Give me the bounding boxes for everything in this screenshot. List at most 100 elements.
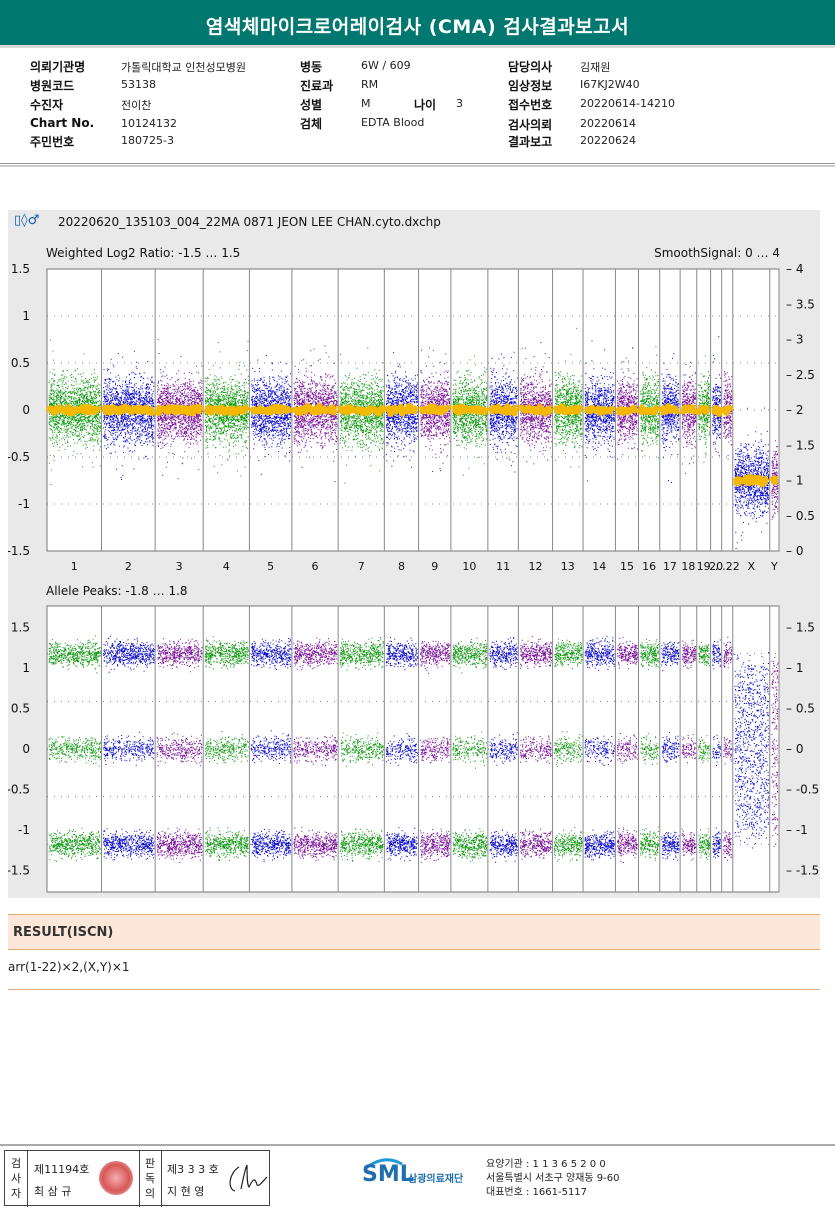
- top-plot-right-tick: – 0: [786, 544, 803, 558]
- chromosome-segment: [293, 637, 338, 862]
- smooth-signal: [154, 403, 204, 417]
- bottom-plot-left-tick: 0.5: [11, 701, 30, 715]
- signature-box: 검사자 제11194호 최 삼 규 판독의 제3 3 3 호 지 현 영: [4, 1150, 270, 1207]
- chromosome-label: 19: [697, 560, 711, 573]
- chromosome-segment: [48, 635, 101, 862]
- bottom-plot-right-tick: – 0.5: [786, 701, 815, 715]
- top-plot-right-tick: – 4: [786, 262, 803, 276]
- chromosome-segment: [204, 636, 249, 862]
- chromosome-label: 16: [642, 560, 656, 573]
- chromosome-segment: [519, 636, 552, 860]
- info-label: 접수번호: [508, 98, 553, 112]
- info-value: RM: [361, 78, 379, 91]
- top-plot-left-tick: 1: [22, 309, 30, 323]
- info-label: 병동: [300, 60, 323, 74]
- bottom-plot-label: Allele Peaks: -1.8 … 1.8: [46, 584, 188, 598]
- smooth-signal: [659, 403, 681, 416]
- bottom-plot-right-tick: – -0.5: [786, 783, 819, 797]
- info-value: 10124132: [121, 117, 177, 130]
- chromosome-segment: [519, 342, 553, 465]
- info-label: 수진자: [30, 98, 64, 112]
- chromosome-segment: [156, 638, 203, 863]
- bottom-plot-left-tick: 0: [22, 742, 30, 756]
- info-value: 20220624: [580, 134, 636, 147]
- bottom-plot-right-tick: – -1: [786, 823, 808, 837]
- info-label: 병원코드: [30, 79, 75, 93]
- chromosome-segment: [616, 637, 638, 863]
- info-label: 진료과: [300, 79, 334, 93]
- info-value: I67KJ2W40: [580, 78, 640, 91]
- file-name: 20220620_135103_004_22MA 0871 JEON LEE C…: [58, 215, 441, 229]
- info-label: Chart No.: [30, 116, 95, 130]
- result-iscn: arr(1-22)×2,(X,Y)×1: [8, 960, 130, 974]
- chromosome-label: 12: [528, 560, 542, 573]
- smooth-signal: [720, 404, 734, 416]
- chromosome-segment: [156, 339, 203, 480]
- chromosome-segment: [640, 346, 660, 459]
- smooth-signal: [732, 473, 770, 488]
- bottom-plot-right-tick: – 0: [786, 742, 803, 756]
- report-title: 염색체마이크로어레이검사 (CMA) 검사결과보고서: [205, 16, 630, 38]
- chromosome-segment: [771, 656, 779, 847]
- info-value: M: [361, 97, 371, 110]
- info-value: 김재원: [580, 61, 611, 74]
- chromosome-segment: [554, 327, 583, 468]
- patient-info: 의뢰기관명 가톨릭대학교 인천성모병원 병원코드 53138 수진자 전이찬 C…: [0, 52, 835, 164]
- chromosome-segment: [339, 637, 384, 862]
- chromosome-label: 14: [592, 560, 606, 573]
- top-plot-left-tick: 0.5: [11, 356, 30, 370]
- smooth-signal: [248, 403, 293, 416]
- smooth-signal: [582, 404, 616, 416]
- chromosome-segment: [616, 347, 638, 460]
- cma-panel: ▯◊♂ 20220620_135103_004_22MA 0871 JEON L…: [8, 210, 820, 898]
- bottom-plot-left-tick: -1.5: [8, 864, 30, 878]
- chromosome-label: Y: [770, 560, 778, 573]
- info-value: 53138: [121, 78, 156, 91]
- info-value: 가톨릭대학교 인천성모병원: [121, 61, 246, 74]
- info-value: 180725-3: [121, 134, 174, 147]
- chromosome-segment: [103, 350, 155, 480]
- chromosome-label: 11: [496, 560, 510, 573]
- smooth-signal: [45, 404, 102, 417]
- chromosome-segment: [103, 635, 155, 861]
- chromosome-segment: [723, 636, 733, 861]
- chromosome-segment: [385, 352, 418, 468]
- smooth-signal: [337, 404, 386, 417]
- smooth-signal: [695, 404, 711, 416]
- info-label: 성별: [300, 98, 323, 112]
- top-plot-left-tick: -1.5: [8, 544, 30, 558]
- top-plot-right-tick: – 2.5: [786, 368, 815, 382]
- chromosome-label: 20: [709, 560, 723, 573]
- bottom-plot-right-tick: – -1.5: [786, 864, 819, 878]
- chromosome-label: 6: [312, 560, 319, 573]
- chromosome-label: 7: [358, 560, 365, 573]
- chromosome-label: 4: [223, 560, 230, 573]
- chromosome-segment: [681, 361, 697, 474]
- chromosome-label: 3: [176, 560, 183, 573]
- sign1-name: 최 삼 규: [34, 1185, 72, 1198]
- smooth-signal: [679, 404, 698, 415]
- sml-logo: SML 삼광의료재단: [362, 1156, 482, 1198]
- chromosome-label: 17: [663, 560, 677, 573]
- info-label: 주민번호: [30, 135, 75, 149]
- smooth-signal: [614, 404, 639, 416]
- org-phone: 대표번호 : 1661-5117: [486, 1187, 588, 1198]
- smooth-signal: [487, 403, 519, 417]
- smooth-signal: [450, 403, 489, 416]
- top-plot-right-tick: – 1.5: [786, 438, 815, 452]
- org-code: 요양기관 : 1 1 3 6 5 2 0 0: [486, 1159, 606, 1170]
- chromosome-segment: [681, 639, 697, 861]
- smooth-signal: [517, 403, 553, 417]
- file-icons: ▯◊♂: [14, 213, 40, 228]
- chromosome-label: 5: [267, 560, 274, 573]
- info-label: 의뢰기관명: [30, 60, 86, 74]
- logo-subtitle: 삼광의료재단: [408, 1174, 464, 1185]
- chromosome-segment: [640, 638, 660, 861]
- top-plot-right-tick: – 3.5: [786, 297, 815, 311]
- sml-logo-mark: [365, 1158, 403, 1170]
- chromosome-segment: [489, 637, 518, 863]
- info-value: 6W / 609: [361, 59, 411, 72]
- chromosome-segment: [661, 641, 680, 861]
- info-label: 담당의사: [508, 60, 553, 74]
- smooth-signal: [101, 403, 156, 417]
